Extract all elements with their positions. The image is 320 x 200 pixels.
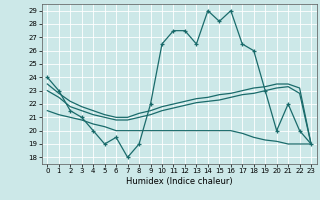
X-axis label: Humidex (Indice chaleur): Humidex (Indice chaleur)	[126, 177, 233, 186]
